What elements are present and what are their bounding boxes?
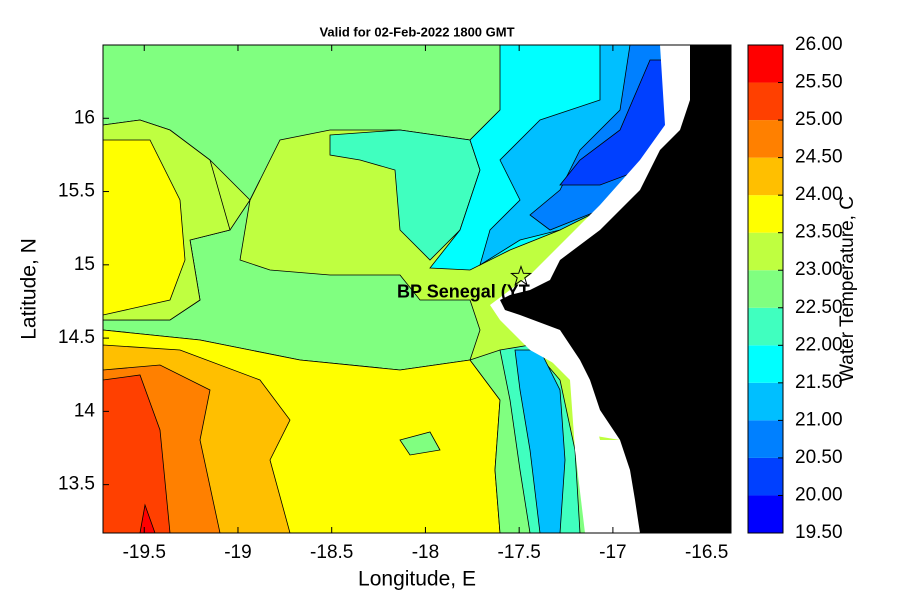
contour-region: [103, 374, 171, 533]
colorbar-tick-label: 26.00: [795, 34, 843, 55]
colorbar-band: [748, 345, 783, 383]
colorbar-band: [748, 495, 783, 533]
x-tick-label: -17.5: [498, 542, 541, 563]
colorbar-frame: [747, 44, 784, 534]
colorbar-band: [748, 232, 783, 271]
colorbar-band: [748, 45, 783, 83]
colorbar-tick-label: 20.00: [795, 484, 843, 505]
plot-frame: [102, 44, 732, 534]
contour-region: [103, 139, 186, 316]
colorbar-tick-label: 21.00: [795, 409, 843, 430]
colorbar-tick-label: 23.00: [795, 259, 843, 280]
colorbar-tick-label: 22.50: [795, 297, 843, 318]
y-tick-label: 13.5: [58, 474, 95, 495]
colorbar-band: [748, 270, 783, 308]
title: Valid for 02-Feb-2022 1800 GMT: [319, 24, 514, 39]
colorbar-band: [748, 457, 783, 496]
colorbar-band: [748, 420, 783, 458]
colorbar-band: [748, 382, 783, 421]
colorbar-band: [748, 157, 783, 196]
colorbar-tick-label: 25.00: [795, 109, 843, 130]
colorbar-band: [748, 307, 783, 346]
colorbar-tick-label: 22.00: [795, 334, 843, 355]
x-axis-label: Longitude, E: [358, 568, 476, 591]
contour-field: [103, 45, 731, 533]
colorbar-band: [748, 120, 783, 158]
x-tick-label: -19.5: [123, 542, 166, 563]
contour-region: [399, 431, 441, 456]
colorbar-tick-label: 25.50: [795, 72, 843, 93]
y-tick-label: 14: [74, 400, 96, 421]
contour-region: [514, 349, 566, 533]
colorbar-label: Water Temperature, C: [837, 196, 858, 382]
x-tick-label: -18.5: [310, 542, 353, 563]
colorbar-tick-label: 24.50: [795, 147, 843, 168]
x-tick-label: -16.5: [685, 542, 728, 563]
colorbar-tick-label: 24.00: [795, 184, 843, 205]
station-marker: [510, 264, 533, 286]
colorbar-tick-label: 21.50: [795, 372, 843, 393]
colorbar-tick-label: 19.50: [795, 522, 843, 543]
y-tick-label: 16: [74, 107, 95, 128]
colorbar-band: [748, 195, 783, 233]
colorbar-band: [748, 82, 783, 121]
x-tick-label: -19: [224, 542, 251, 563]
y-tick-label: 15.5: [58, 181, 95, 202]
y-axis-label: Latitude, N: [18, 238, 41, 340]
colorbar-tick-label: 20.50: [795, 447, 843, 468]
contour-region: [329, 129, 481, 261]
x-tick-label: -18: [412, 542, 439, 563]
y-tick-label: 14.5: [58, 327, 95, 348]
contour-region: [139, 503, 156, 533]
x-tick-label: -17: [599, 542, 626, 563]
station-label: BP Senegal (YT: [397, 281, 530, 301]
y-tick-label: 15: [74, 254, 95, 275]
land: [500, 45, 731, 533]
colorbar-tick-label: 23.50: [795, 222, 843, 243]
